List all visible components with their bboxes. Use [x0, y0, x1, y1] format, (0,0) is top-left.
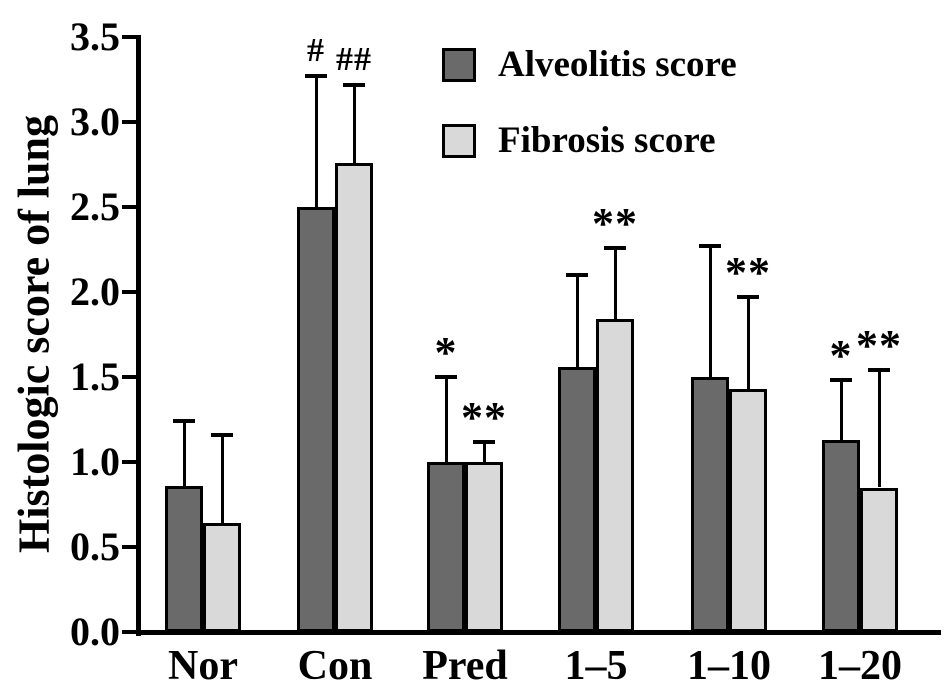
bar: [822, 439, 860, 632]
y-tick-label: 2.5: [70, 184, 120, 229]
alveolitis-swatch: [442, 47, 476, 82]
error-bar-cap: [305, 74, 327, 79]
error-bar-cap: [566, 273, 588, 277]
significance-marker: **: [592, 198, 638, 248]
y-tick-mark: [122, 630, 136, 634]
error-bar-line: [746, 297, 750, 389]
error-bar-line: [708, 246, 712, 377]
bar: [335, 162, 373, 632]
bar: [465, 462, 503, 632]
significance-marker: *: [829, 331, 853, 381]
y-tick-mark: [122, 375, 136, 379]
error-bar-cap: [868, 368, 890, 373]
error-bar-line: [444, 377, 448, 462]
error-bar-line: [839, 380, 843, 440]
bar: [297, 207, 335, 632]
error-bar-line: [877, 370, 881, 488]
x-category-label: 1–5: [564, 643, 628, 689]
error-bar-line: [352, 84, 356, 163]
y-tick-label: 3.0: [70, 99, 120, 144]
bar: [427, 462, 465, 632]
x-category-label: Pred: [422, 643, 508, 689]
error-bar-cap: [737, 295, 759, 300]
x-category-label: 1–20: [818, 643, 902, 689]
error-bar-cap: [699, 244, 721, 249]
error-bar-line: [575, 275, 579, 367]
y-tick-mark: [122, 35, 136, 39]
error-bar-line: [182, 421, 186, 486]
bar: [558, 366, 596, 632]
error-bar-cap: [473, 439, 495, 444]
error-bar-cap: [343, 82, 365, 87]
y-tick-label: 3.5: [70, 14, 120, 59]
significance-marker: **: [856, 321, 902, 371]
error-bar-line: [482, 441, 486, 462]
error-bar-line: [613, 247, 617, 320]
error-bar-line: [220, 434, 224, 524]
legend-item-alveolitis: Alveolitis score: [442, 43, 737, 86]
y-tick-label: 0.5: [70, 524, 120, 569]
y-tick-mark: [122, 460, 136, 464]
error-bar-cap: [173, 419, 195, 424]
bar: [860, 487, 898, 632]
significance-marker: **: [725, 248, 771, 298]
legend-label-fibrosis: Fibrosis score: [498, 120, 716, 161]
significance-marker: *: [434, 328, 458, 377]
y-tick-mark: [122, 290, 136, 294]
legend: Alveolitis score Fibrosis score: [442, 43, 737, 195]
bar: [729, 388, 767, 632]
y-tick-mark: [122, 205, 136, 209]
y-tick-label: 2.0: [70, 269, 120, 314]
legend-label-alveolitis: Alveolitis score: [498, 44, 737, 85]
significance-marker: ##: [336, 40, 372, 78]
x-category-label: 1–10: [687, 643, 771, 689]
bar: [596, 319, 634, 632]
x-category-label: Nor: [168, 643, 238, 689]
y-tick-label: 1.0: [70, 439, 120, 484]
y-tick-mark: [122, 120, 136, 124]
error-bar-cap: [435, 375, 457, 379]
error-bar-cap: [211, 432, 233, 437]
fibrosis-swatch: [442, 123, 476, 158]
y-tick-mark: [122, 545, 136, 549]
y-tick-label: 0.0: [70, 609, 120, 654]
y-axis-title: Histologic score of lung: [9, 115, 59, 553]
error-bar-line: [314, 76, 318, 207]
y-tick-label: 1.5: [70, 354, 120, 399]
bar: [691, 377, 729, 632]
significance-marker: #: [307, 32, 325, 70]
significance-marker: **: [461, 392, 507, 442]
bar: [165, 485, 203, 632]
bar: [203, 523, 241, 632]
error-bar-cap: [604, 245, 626, 250]
legend-item-fibrosis: Fibrosis score: [442, 119, 737, 162]
x-category-label: Con: [297, 643, 373, 689]
error-bar-cap: [830, 378, 852, 383]
x-axis-line: [136, 630, 941, 635]
y-axis-line: [136, 35, 141, 636]
